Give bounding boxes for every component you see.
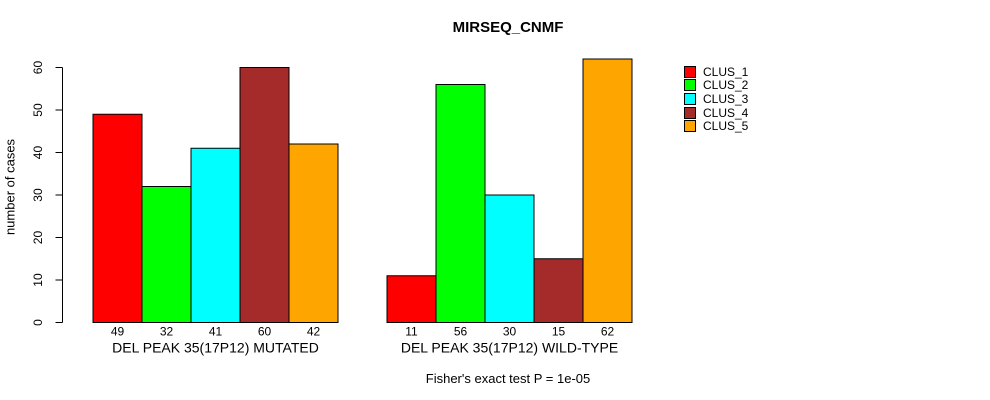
bar-value-label: 56 (454, 325, 468, 339)
legend-swatch (684, 65, 696, 78)
legend-swatch (684, 120, 696, 133)
bar-CLUS_1 (92, 113, 143, 323)
y-tick-label: 30 (31, 188, 45, 202)
bar-value-label: 62 (601, 325, 615, 339)
bar-value-label: 41 (209, 325, 223, 339)
y-tick-label: 40 (31, 146, 45, 160)
legend-label: CLUS_2 (703, 78, 749, 93)
legend-label: CLUS_3 (703, 91, 749, 106)
bar-CLUS_4 (239, 67, 290, 323)
y-tick-label: 0 (31, 319, 45, 326)
legend-item: CLUS_3 (684, 92, 748, 106)
y-tick-label: 20 (31, 231, 45, 245)
bar-CLUS_5 (582, 58, 633, 323)
legend-item: CLUS_2 (684, 78, 749, 93)
legend: CLUS_1 CLUS_2 CLUS_3 CLUS_4 CLUS_5 (684, 65, 748, 133)
legend-swatch (684, 106, 696, 119)
legend-label: CLUS_5 (703, 119, 749, 134)
bar-value-label: 32 (160, 325, 174, 339)
legend-label: CLUS_4 (703, 105, 749, 120)
legend-label: CLUS_1 (703, 64, 749, 79)
bar-CLUS_3 (484, 194, 535, 323)
bar-CLUS_2 (141, 186, 192, 323)
bar-value-label: 42 (307, 325, 321, 339)
bar-value-label: 11 (405, 325, 418, 339)
bar-value-label: 30 (503, 325, 517, 339)
y-tick-label: 10 (31, 273, 45, 287)
bar-value-label: 60 (258, 325, 272, 339)
legend-item: CLUS_4 (684, 106, 748, 120)
y-tick-label: 60 (31, 61, 45, 75)
chart-title: MIRSEQ_CNMF (452, 19, 564, 36)
legend-swatch (684, 79, 696, 92)
bar-value-label: 15 (552, 325, 566, 339)
legend-item: CLUS_1 (684, 65, 748, 79)
group-label: DEL PEAK 35(17P12) WILD-TYPE (401, 340, 618, 356)
legend-item: CLUS_5 (684, 119, 748, 133)
bar-CLUS_2 (435, 84, 486, 323)
group-label: DEL PEAK 35(17P12) MUTATED (112, 340, 319, 356)
bar-CLUS_5 (288, 143, 339, 323)
bar-value-label: 49 (111, 325, 125, 339)
y-tick-label: 50 (31, 103, 45, 117)
legend-swatch (684, 92, 696, 105)
bar-CLUS_4 (533, 258, 584, 323)
fisher-test-annotation: Fisher's exact test P = 1e-05 (425, 371, 591, 386)
bar-CLUS_1 (386, 275, 437, 323)
bar-CLUS_3 (190, 147, 241, 323)
